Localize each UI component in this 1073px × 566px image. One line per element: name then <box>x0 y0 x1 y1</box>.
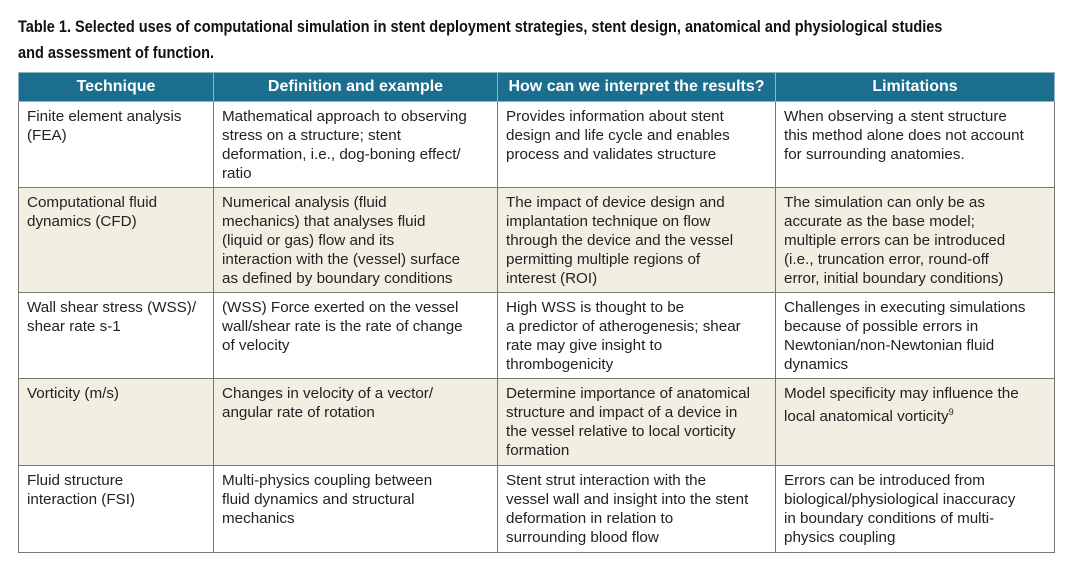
cell-definition: Changes in velocity of a vector/ angular… <box>213 378 498 466</box>
cell-limitations: Model specificity may influence the loca… <box>775 378 1055 466</box>
cell-definition: Numerical analysis (fluid mechanics) tha… <box>213 187 498 293</box>
cell-technique: Vorticity (m/s) <box>18 378 214 466</box>
cell-limitations: When observing a stent structure this me… <box>775 101 1055 188</box>
cell-interpretation: Determine importance of anatomical struc… <box>497 378 776 466</box>
header-interpretation: How can we interpret the results? <box>497 72 776 102</box>
table-row: Vorticity (m/s) Changes in velocity of a… <box>18 378 1055 466</box>
cell-limitations: Errors can be introduced from biological… <box>775 465 1055 553</box>
table-caption: Table 1. Selected uses of computational … <box>18 18 943 62</box>
cell-definition: (WSS) Force exerted on the vessel wall/s… <box>213 292 498 379</box>
cell-definition: Mathematical approach to observing stres… <box>213 101 498 188</box>
header-limitations: Limitations <box>775 72 1055 102</box>
table-row: Finite element analysis (FEA) Mathematic… <box>18 101 1055 188</box>
cell-interpretation: Provides information about stent design … <box>497 101 776 188</box>
cell-technique: Computational fluid dynamics (CFD) <box>18 187 214 293</box>
table-row: Fluid structure interaction (FSI) Multi-… <box>18 465 1055 553</box>
table-row: Computational fluid dynamics (CFD) Numer… <box>18 187 1055 293</box>
cell-definition: Multi-physics coupling between fluid dyn… <box>213 465 498 553</box>
reference-superscript: 9 <box>948 407 954 417</box>
cell-technique: Finite element analysis (FEA) <box>18 101 214 188</box>
simulation-uses-table: Technique Definition and example How can… <box>18 72 1055 553</box>
cell-limitations: Challenges in executing simulations beca… <box>775 292 1055 379</box>
table-row: Wall shear stress (WSS)/ shear rate s-1 … <box>18 292 1055 379</box>
cell-interpretation: The impact of device design and implanta… <box>497 187 776 293</box>
header-definition: Definition and example <box>213 72 498 102</box>
limitations-text: Model specificity may influence the loca… <box>784 385 1019 426</box>
header-row: Technique Definition and example How can… <box>18 72 1055 102</box>
header-technique: Technique <box>18 72 214 102</box>
cell-interpretation: High WSS is thought to be a predictor of… <box>497 292 776 379</box>
cell-technique: Fluid structure interaction (FSI) <box>18 465 214 553</box>
cell-limitations: The simulation can only be as accurate a… <box>775 187 1055 293</box>
cell-interpretation: Stent strut interaction with the vessel … <box>497 465 776 553</box>
cell-technique: Wall shear stress (WSS)/ shear rate s-1 <box>18 292 214 379</box>
